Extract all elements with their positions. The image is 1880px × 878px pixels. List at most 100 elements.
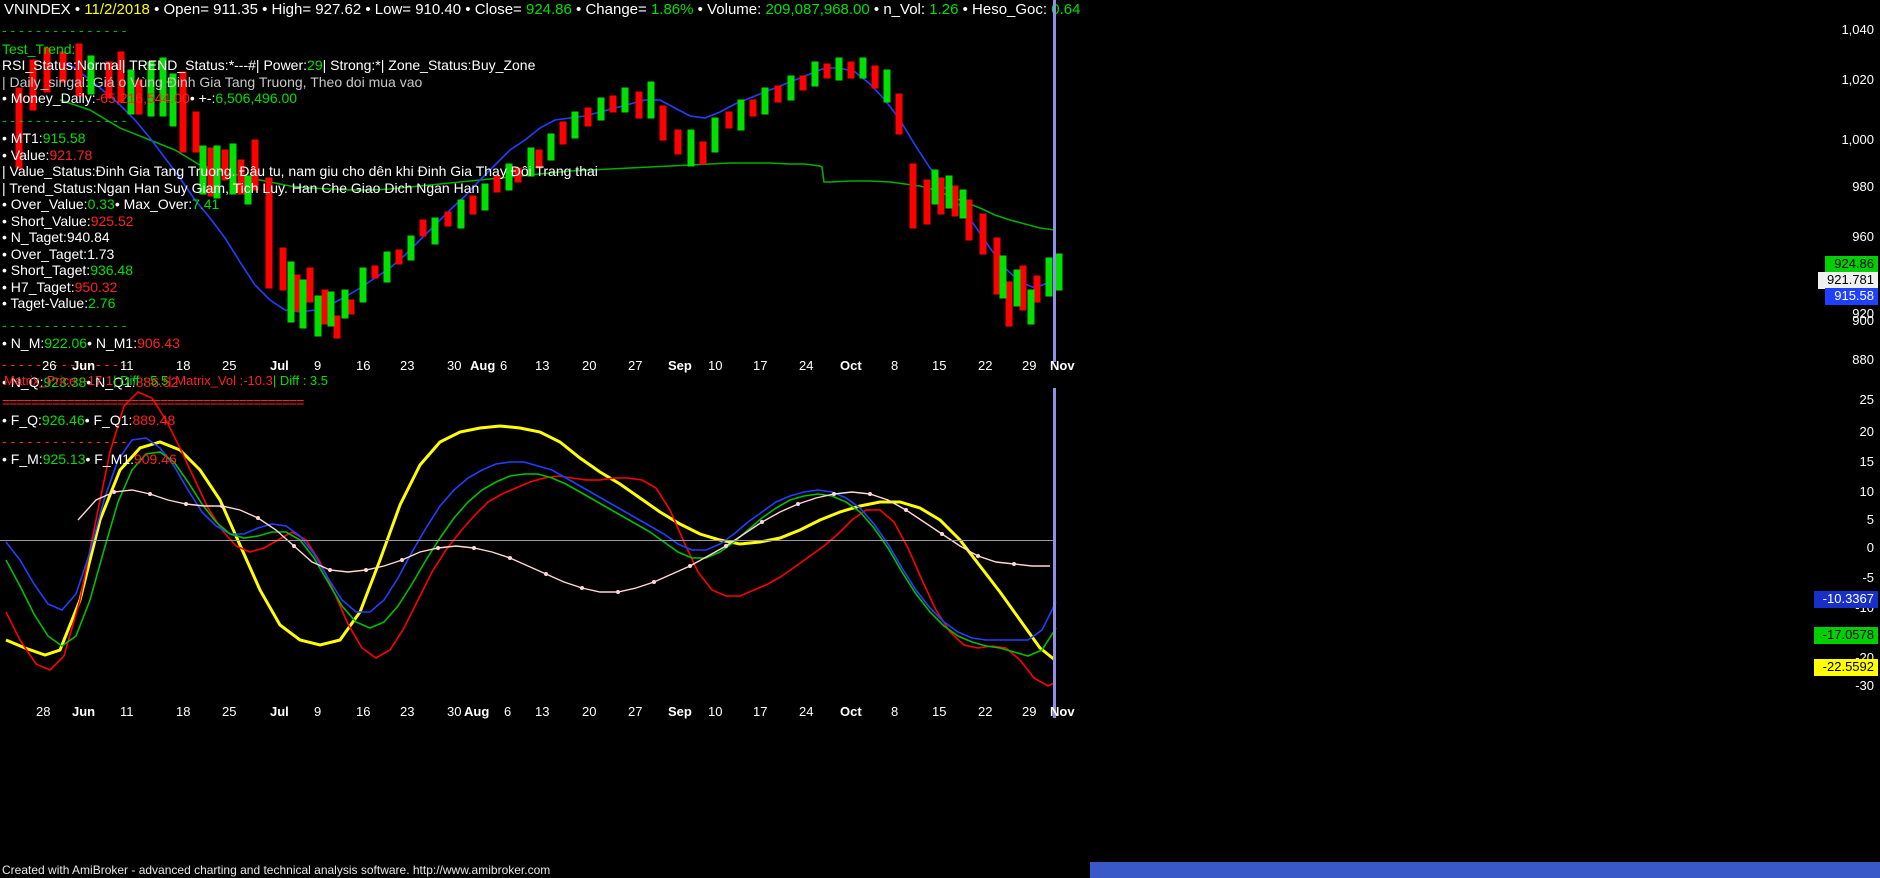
test-trend-row: Test_Trend: [2, 40, 76, 57]
x-tick-label: 29 [1022, 704, 1037, 719]
y-tick-label: 960 [1852, 229, 1874, 244]
x-tick-label: 15 [932, 358, 947, 373]
x-tick-label: 30 [447, 358, 462, 373]
f-m-row: • F_M:925.13• F_M1:909.46 [2, 451, 177, 467]
matrix-vol-value: -10.3 [243, 373, 273, 388]
crosshair-vertical-line[interactable] [1053, 0, 1056, 362]
y-tick-label: 5 [1866, 512, 1874, 527]
y-tick-label: 1,020 [1841, 72, 1874, 87]
matrix-price-label: Matrix_Price : [4, 373, 84, 388]
x-tick-label: Aug [470, 358, 496, 373]
y-tick-label: -30 [1855, 678, 1874, 693]
separator-green-1: - - - - - - - - - - - - - - - [2, 22, 127, 38]
trend-status-row: | Trend_Status:Ngan Han Suy Giam, Tich L… [2, 179, 480, 196]
price-panel-plot [15, 43, 1063, 339]
over-value-row: • Over_Value:0.33• Max_Over:7.41 [2, 196, 220, 212]
matrix-vol-label: | Matrix_Vol : [168, 373, 244, 388]
x-tick-label: 20 [582, 358, 597, 373]
y-tick-label: 920 [1852, 306, 1874, 321]
quote-header: VNINDEX • 11/2/2018 • Open= 911.35 • Hig… [4, 1, 1081, 18]
x-tick-label: Jul [270, 704, 289, 719]
money-daily-row: • Money_Daily:-65,216,544.00• +-:6,506,4… [2, 90, 298, 106]
n-taget-row: • N_Taget:940.84 [2, 229, 110, 245]
matrix-diff2-label: | Diff : [272, 373, 310, 388]
price-tag-mt1: 915.58 [1825, 288, 1878, 305]
price-tag-value: 921.781 [1818, 272, 1878, 289]
x-tick-label: 13 [535, 358, 550, 373]
footer-credit: Created with AmiBroker - advanced charti… [2, 863, 551, 877]
value-status-row: | Value_Status:Ðinh Gia Tang Truong. Ðâu… [2, 163, 598, 179]
close-value: 924.86 [525, 1, 572, 18]
x-tick-label: Jun [72, 358, 96, 373]
low-label: Low= [374, 1, 412, 18]
y-tick-label: 15 [1859, 454, 1874, 469]
x-tick-label: 18 [176, 358, 191, 373]
y-tick-label: 10 [1859, 484, 1874, 499]
n-q-row: • N_Q:923.38• N_Q1:886.52 [2, 374, 179, 390]
y-tick-label: 20 [1859, 424, 1874, 439]
status-bar-right-panel [1090, 862, 1880, 878]
x-tick-label: 9 [314, 704, 322, 719]
x-tick-label: 10 [708, 704, 723, 719]
x-tick-label: 22 [978, 704, 993, 719]
x-tick-label: 18 [176, 704, 191, 719]
matrix-price-value: -17.1 [83, 373, 114, 388]
oscillator-zero-line [0, 540, 1055, 541]
low-value: 910.40 [415, 1, 462, 18]
x-tick-label: 9 [314, 358, 322, 373]
crosshair-vertical-line-lower[interactable] [1053, 388, 1056, 718]
short-taget-row: • Short_Taget:936.48 [2, 262, 134, 278]
candlestick-series [15, 43, 1063, 339]
x-tick-label: 11 [120, 358, 134, 373]
f-q-row: • F_Q:926.46• F_Q1:889.48 [2, 412, 176, 428]
y-tick-label: 980 [1852, 179, 1874, 194]
oscillator-panel-plot [5, 391, 1057, 687]
x-tick-label: 23 [400, 358, 415, 373]
heso-label: Heso_Goc: [972, 1, 1048, 18]
close-label: Close= [474, 1, 522, 18]
x-tick-label: Jun [72, 704, 96, 719]
separator-red-equals: ========================================… [2, 393, 304, 410]
x-tick-label: 24 [799, 358, 814, 373]
x-tick-label: 8 [891, 358, 899, 373]
x-tick-label: Aug [464, 704, 490, 719]
x-tick-label: 17 [753, 358, 768, 373]
high-value: 927.62 [315, 1, 362, 18]
change-label: Change= [585, 1, 647, 18]
x-tick-label: Nov [1050, 358, 1075, 373]
y-tick-label: 0 [1866, 540, 1874, 555]
y-tick-label: -5 [1862, 570, 1874, 585]
matrix-diff1-label: | Diff : [113, 373, 151, 388]
rsi-status-row: RSI_Status:Normal| TREND_Status:*---#| P… [2, 57, 536, 73]
x-tick-label: 30 [447, 704, 462, 719]
osc-tag-green: -17.0578 [1813, 627, 1878, 644]
x-tick-label: 25 [222, 358, 237, 373]
x-tick-label: 27 [628, 358, 643, 373]
x-tick-label: 25 [222, 704, 237, 719]
quote-date: 11/2/2018 [84, 1, 150, 18]
change-value: 1.86% [650, 1, 694, 18]
open-value: 911.35 [213, 1, 258, 18]
short-value-row: • Short_Value:925.52 [2, 212, 134, 229]
n-m-row: • N_M:922.06• N_M1:906.43 [2, 335, 180, 351]
y-tick-label: 1,040 [1841, 22, 1874, 37]
osc-tag-yellow: -22.5592 [1813, 659, 1878, 676]
h7-taget-row: • H7_Taget:950.32 [2, 278, 118, 295]
x-tick-label: 20 [582, 704, 597, 719]
osc-tag-blue: -10.3367 [1813, 591, 1878, 608]
x-tick-label: 28 [36, 704, 51, 719]
x-tick-label: 13 [535, 704, 550, 719]
x-tick-label: 10 [708, 358, 723, 373]
separator-red-2: - - - - - - - - - - - - - - - [2, 432, 127, 449]
x-tick-label: 8 [891, 704, 899, 719]
x-tick-label: 11 [120, 704, 134, 719]
x-tick-label: 23 [400, 704, 415, 719]
symbol-label: VNINDEX [4, 1, 71, 18]
x-tick-label: 26 [42, 358, 57, 373]
y-tick-label: 900 [1852, 313, 1874, 328]
x-tick-label: 22 [978, 358, 993, 373]
x-tick-label: Jul [270, 358, 289, 373]
x-tick-label: 27 [628, 704, 643, 719]
